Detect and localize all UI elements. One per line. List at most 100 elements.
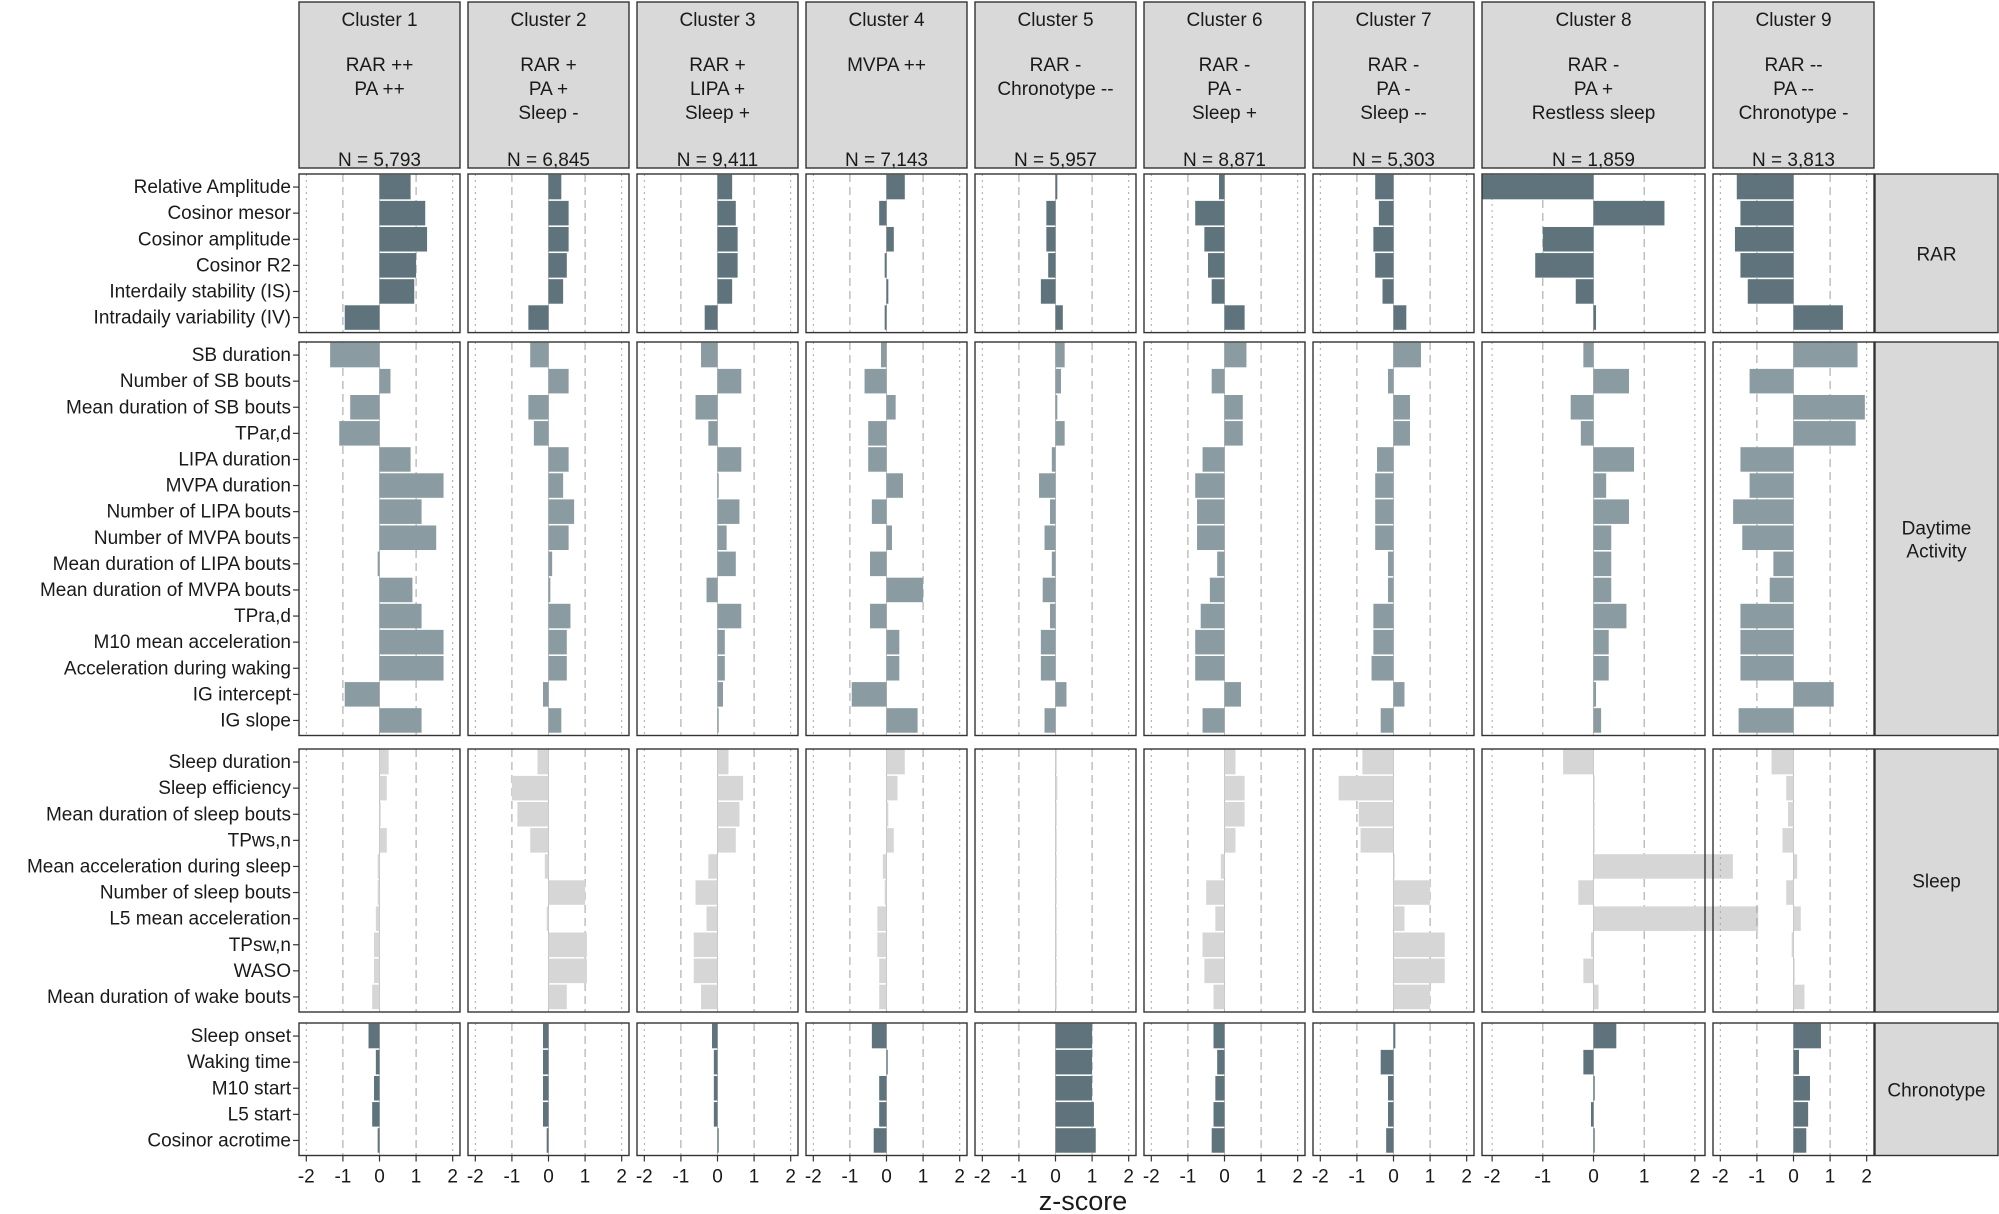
bar: [1215, 1075, 1225, 1101]
cluster-header-box: [1712, 1, 1875, 169]
bar: [1388, 1102, 1394, 1127]
x-tick-label: -2: [1312, 1167, 1329, 1188]
bar: [1593, 447, 1635, 472]
bar: [511, 775, 549, 801]
bar: [543, 1102, 549, 1127]
bar: [1393, 305, 1407, 330]
bar: [1055, 932, 1057, 958]
row-label: Cosinor mesor: [167, 203, 291, 224]
x-tick-label: 1: [1639, 1167, 1650, 1188]
bar: [1055, 1023, 1093, 1049]
bar: [548, 226, 569, 252]
bar: [704, 305, 718, 330]
bar: [379, 749, 389, 775]
bar: [1373, 226, 1394, 252]
bar: [1219, 174, 1225, 200]
cluster-title: Cluster 4: [848, 10, 924, 31]
bar: [1393, 421, 1410, 446]
bar: [1740, 200, 1794, 226]
bar: [717, 801, 740, 827]
bar: [1793, 1128, 1807, 1153]
bar: [377, 1128, 380, 1153]
bar: [1593, 775, 1595, 801]
bar: [377, 551, 380, 577]
panel-border: [1712, 341, 1875, 737]
bar: [1195, 473, 1225, 498]
bar: [1195, 629, 1225, 655]
panel-border: [1481, 748, 1706, 1013]
bar: [1195, 200, 1225, 226]
bar: [1224, 421, 1243, 446]
bar: [717, 226, 738, 252]
bar: [717, 279, 733, 304]
cluster-descriptor: PA -: [1376, 79, 1411, 100]
bar: [548, 577, 551, 603]
bar: [717, 499, 740, 524]
cluster-descriptor: RAR --: [1764, 55, 1822, 76]
cluster-n: N = 7,143: [845, 150, 928, 171]
panel-border: [1481, 173, 1706, 334]
x-tick-label: -2: [467, 1167, 484, 1188]
bar: [379, 200, 426, 226]
bar: [544, 854, 549, 879]
bar: [717, 253, 738, 278]
bar: [1204, 226, 1225, 252]
bar: [1593, 828, 1595, 853]
row-label: TPra,d: [234, 606, 291, 627]
bar: [717, 525, 727, 551]
bar: [886, 525, 892, 551]
bar: [548, 984, 567, 1010]
bar: [1055, 1075, 1093, 1101]
bar: [379, 499, 422, 524]
bar: [377, 854, 380, 879]
panel-border: [636, 173, 799, 334]
x-tick-label: 1: [1425, 1167, 1436, 1188]
panel-border: [805, 748, 968, 1013]
x-tick-label: 0: [1388, 1167, 1399, 1188]
bar: [1224, 682, 1241, 707]
bar: [1393, 682, 1405, 707]
bar: [712, 1023, 718, 1049]
bar: [1213, 1023, 1225, 1049]
bar: [1388, 551, 1394, 577]
panel-border: [1481, 341, 1706, 737]
bar: [530, 828, 549, 853]
bar: [1583, 1049, 1594, 1075]
bar: [701, 342, 718, 368]
x-tick-label: -2: [636, 1167, 653, 1188]
x-tick-label: 0: [543, 1167, 554, 1188]
bar: [1204, 958, 1225, 984]
bar: [1575, 279, 1594, 304]
bar: [1224, 342, 1247, 368]
bar: [1378, 200, 1394, 226]
bar: [884, 305, 887, 330]
bar: [1055, 906, 1057, 931]
bar: [1593, 603, 1627, 629]
group-strip: [1874, 1022, 1999, 1157]
cluster-descriptor: Chronotype --: [997, 79, 1113, 100]
bar: [1217, 551, 1225, 577]
bar: [1769, 577, 1794, 603]
bar: [330, 342, 380, 368]
bar: [693, 932, 718, 958]
bar: [1793, 984, 1805, 1010]
cluster-descriptor: PA ++: [354, 79, 404, 100]
row-label: Relative Amplitude: [134, 177, 291, 198]
bar: [1535, 253, 1594, 278]
bar: [517, 801, 549, 827]
bar: [1593, 682, 1597, 707]
bar: [879, 984, 887, 1010]
bar: [1738, 708, 1794, 733]
bar: [1742, 525, 1794, 551]
bar: [1195, 655, 1225, 681]
bar: [374, 932, 380, 958]
bar: [1593, 984, 1599, 1010]
bar: [886, 749, 905, 775]
x-tick-label: 2: [1123, 1167, 1134, 1188]
x-tick-label: -1: [1534, 1167, 1551, 1188]
bar: [1055, 421, 1065, 446]
bar: [717, 682, 723, 707]
panel-border: [805, 173, 968, 334]
bar: [379, 279, 415, 304]
bar: [1593, 906, 1759, 931]
